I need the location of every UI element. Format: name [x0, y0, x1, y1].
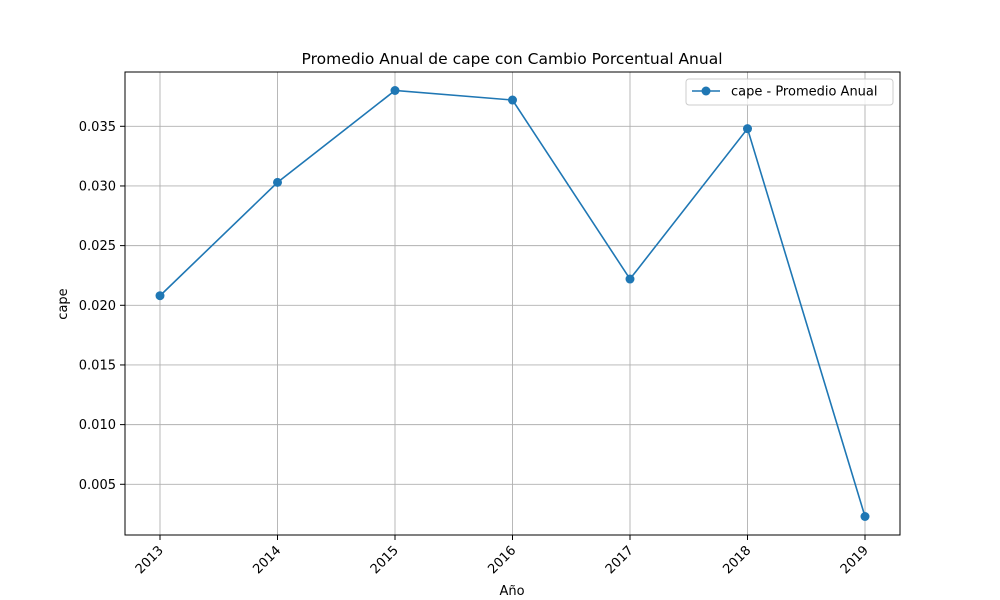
y-axis-label: cape [56, 288, 71, 319]
plot-frame [124, 71, 901, 536]
y-tick-label: 0.005 [79, 478, 116, 493]
legend-entry-label: cape - Promedio Anual [731, 85, 878, 100]
y-tick-label: 0.010 [79, 418, 116, 433]
legend: cape - Promedio Anual [685, 78, 894, 106]
y-axis-ticks: 0.005 0.010 0.015 0.020 0.025 0.030 0.035 [79, 120, 125, 493]
y-tick-label: 0.020 [79, 299, 116, 314]
data-point-2017 [625, 274, 635, 284]
data-point-2019 [860, 512, 870, 522]
series-layer [155, 85, 870, 522]
data-point-2018 [743, 124, 752, 134]
data-point-2016 [508, 95, 517, 105]
data-point-2013 [155, 291, 165, 301]
data-point-2014 [273, 177, 282, 187]
y-tick-label: 0.035 [79, 120, 116, 135]
chart-title: Promedio Anual de cape con Cambio Porcen… [302, 50, 723, 68]
legend-box [685, 78, 894, 106]
grid [125, 72, 900, 535]
legend-marker [701, 86, 711, 96]
y-tick-label: 0.025 [79, 239, 116, 254]
data-point-2015 [390, 85, 400, 95]
y-tick-label: 0.015 [79, 358, 116, 373]
x-axis-label: Año [499, 584, 524, 599]
y-tick-label: 0.030 [79, 179, 116, 194]
